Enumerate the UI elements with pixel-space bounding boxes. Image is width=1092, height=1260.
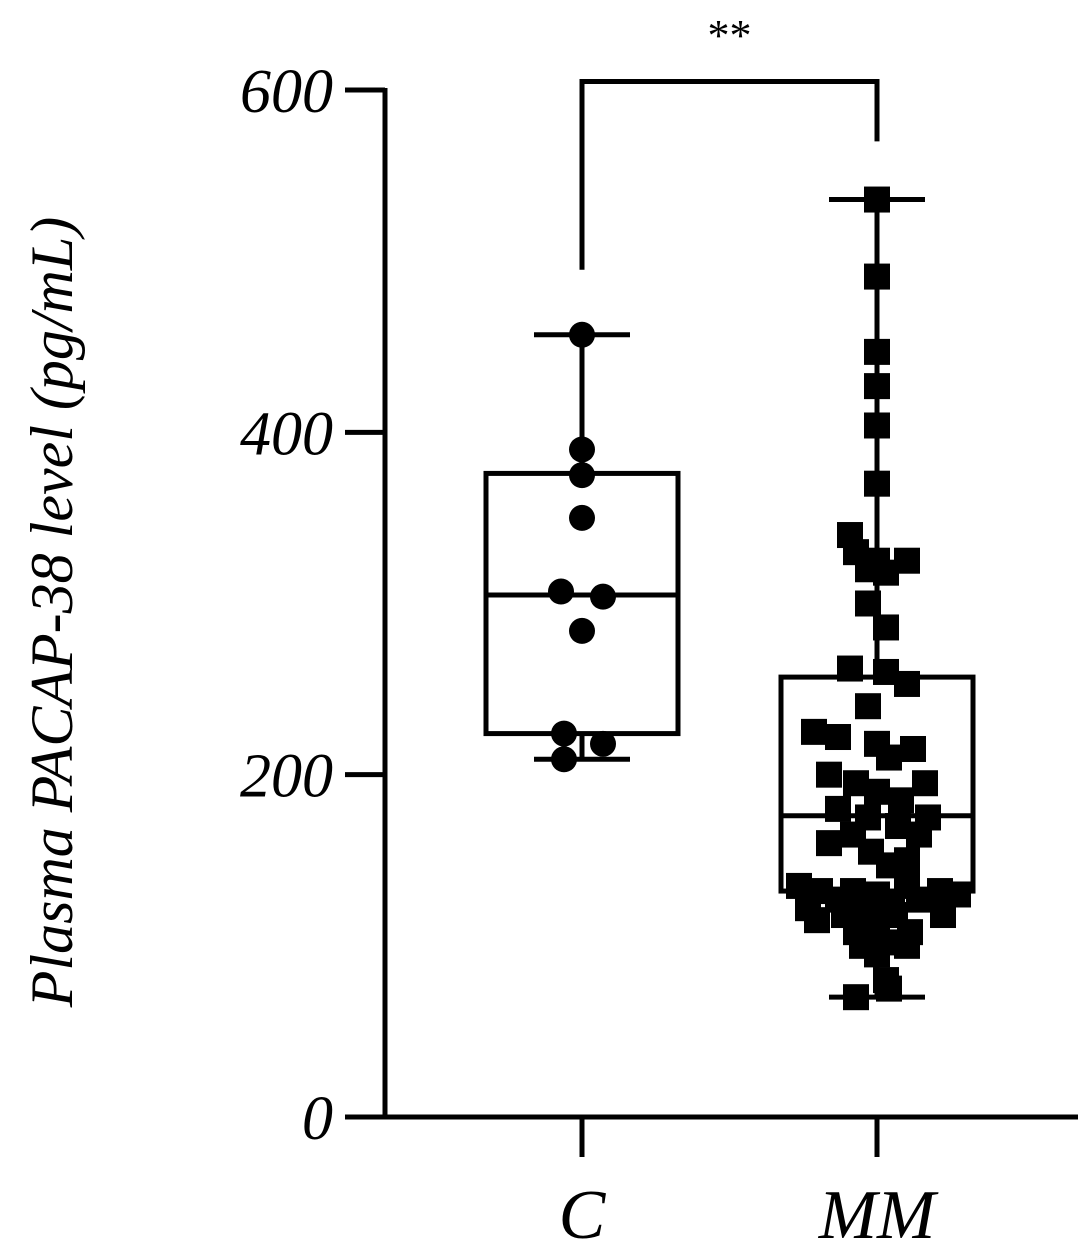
- point-c-7: [551, 720, 577, 747]
- y-tick-label-600: 600: [240, 58, 333, 126]
- y-tick-label-0: 0: [302, 1085, 333, 1153]
- point-c-9: [551, 746, 577, 773]
- point-mm-60: [864, 941, 890, 968]
- point-mm-22: [876, 744, 902, 771]
- axes: 0 200 400 600 C MM: [240, 58, 1078, 1254]
- point-mm-59: [894, 932, 920, 959]
- x-tick-label-C: C: [559, 1177, 607, 1254]
- point-mm-28: [825, 795, 851, 822]
- point-c-0: [569, 321, 595, 348]
- point-c-6: [569, 617, 595, 644]
- point-mm-12: [855, 590, 881, 617]
- point-mm-16: [894, 670, 920, 697]
- point-mm-34: [816, 830, 842, 857]
- point-mm-13: [873, 614, 899, 641]
- point-mm-47: [906, 886, 932, 913]
- point-c-4: [548, 578, 574, 605]
- point-mm-62: [876, 975, 902, 1002]
- point-mm-25: [912, 770, 938, 797]
- point-mm-21: [900, 735, 926, 762]
- significance-annotation: **: [579, 11, 880, 270]
- point-mm-1: [864, 263, 890, 290]
- point-mm-4: [864, 412, 890, 439]
- point-mm-3: [864, 373, 890, 400]
- point-c-8: [590, 730, 616, 757]
- x-tick-label-MM: MM: [818, 1177, 939, 1254]
- y-axis-title: Plasma PACAP-38 level (pg/mL): [19, 217, 85, 1008]
- y-tick-label-400: 400: [240, 400, 333, 468]
- point-mm-52: [804, 907, 830, 934]
- significance-label: **: [708, 11, 752, 60]
- point-mm-19: [825, 724, 851, 751]
- significance-bracket: [579, 78, 880, 270]
- point-mm-33: [906, 821, 932, 848]
- point-mm-0: [864, 186, 890, 213]
- point-mm-27: [888, 787, 914, 814]
- point-mm-5: [864, 470, 890, 497]
- data-points: [548, 186, 971, 1011]
- point-c-5: [590, 583, 616, 610]
- y-tick-label-200: 200: [240, 743, 333, 811]
- point-mm-14: [837, 655, 863, 682]
- point-c-1: [569, 436, 595, 463]
- point-mm-2: [864, 338, 890, 365]
- point-c-3: [569, 504, 595, 531]
- point-mm-18: [801, 718, 827, 745]
- point-c-2: [569, 462, 595, 489]
- point-mm-11: [873, 559, 899, 586]
- point-mm-63: [843, 984, 869, 1011]
- point-mm-53: [930, 902, 956, 929]
- point-mm-26: [864, 778, 890, 805]
- point-mm-23: [816, 761, 842, 788]
- point-mm-17: [855, 693, 881, 720]
